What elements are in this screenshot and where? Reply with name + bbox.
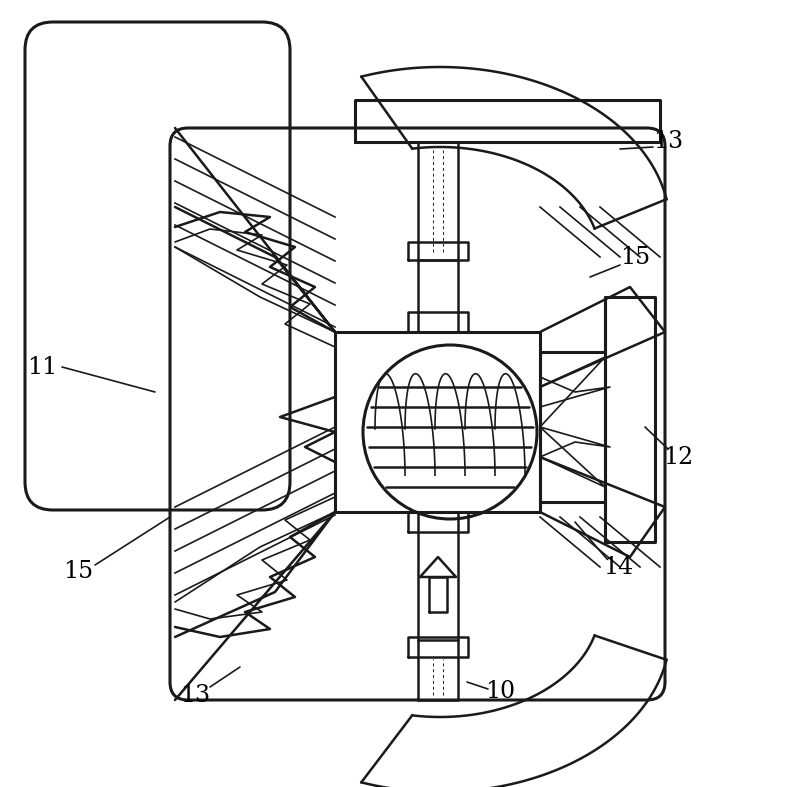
Text: 15: 15 [63,560,93,583]
Text: 15: 15 [620,246,650,268]
Text: 12: 12 [663,445,693,468]
Text: 14: 14 [603,556,633,578]
Text: 13: 13 [180,683,210,707]
Text: 11: 11 [27,356,57,379]
Text: 13: 13 [653,131,683,153]
Text: 10: 10 [485,681,515,704]
